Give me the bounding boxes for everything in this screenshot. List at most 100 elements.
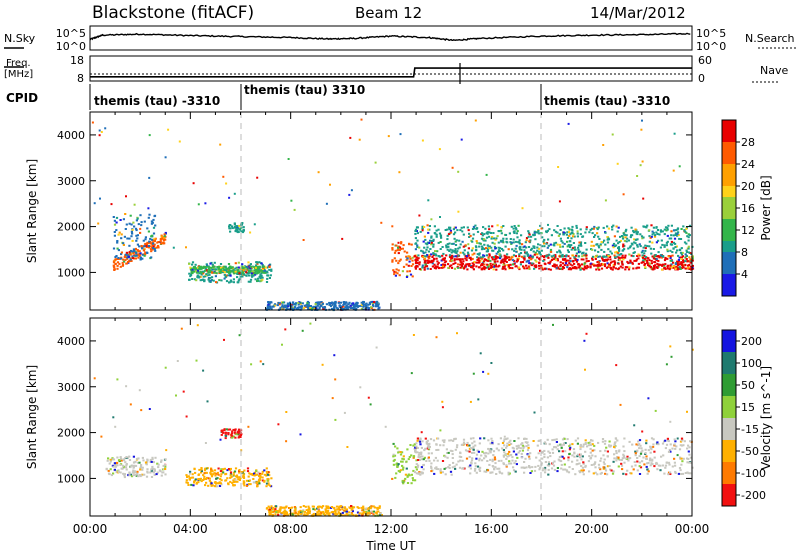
scatter-cell xyxy=(135,252,138,255)
scatter-cell xyxy=(401,247,404,250)
scatter-cell xyxy=(486,266,489,269)
scatter-cell xyxy=(116,264,119,267)
scatter-cell xyxy=(619,239,622,242)
scatter-cell xyxy=(463,467,466,470)
scatter-cell xyxy=(583,263,586,266)
scatter-cell xyxy=(306,512,309,515)
scatter-cell xyxy=(629,261,632,264)
scatter-cell xyxy=(251,275,254,278)
scatter-cell xyxy=(592,227,595,230)
scatter-cell xyxy=(441,266,444,269)
scatter-cell xyxy=(493,456,496,459)
scatter-cell xyxy=(250,272,253,275)
scatter-cell xyxy=(444,260,448,263)
scatter-cell xyxy=(393,270,396,273)
scatter-cell xyxy=(328,303,331,306)
noise-cell xyxy=(259,360,262,363)
scatter-cell xyxy=(156,244,160,247)
scatter-cell xyxy=(237,266,240,269)
scatter-cell xyxy=(541,255,544,258)
noise-cell xyxy=(148,134,151,137)
scatter-cell xyxy=(258,275,261,278)
noise-cell xyxy=(334,418,337,421)
scatter-cell xyxy=(617,262,620,265)
scatter-cell xyxy=(319,505,322,508)
scatter-cell xyxy=(239,273,242,276)
scatter-cell xyxy=(620,260,624,263)
scatter-cell xyxy=(490,265,493,267)
scatter-cell xyxy=(163,464,167,466)
scatter-cell xyxy=(215,272,218,275)
scatter-cell xyxy=(291,513,294,516)
noise-cell xyxy=(412,334,415,336)
scatter-cell xyxy=(511,456,514,459)
scatter-cell xyxy=(342,305,345,308)
scatter-cell xyxy=(652,248,655,250)
noise-cell xyxy=(576,230,579,233)
scatter-cell xyxy=(425,255,428,258)
scatter-cell xyxy=(238,224,241,227)
scatter-cell xyxy=(536,444,539,447)
scatter-cell xyxy=(663,259,667,262)
scatter-cell xyxy=(449,449,452,452)
scatter-cell xyxy=(205,467,208,470)
scatter-cell xyxy=(688,453,691,456)
scatter-cell xyxy=(199,266,202,269)
scatter-cell xyxy=(571,247,575,250)
scatter-cell xyxy=(528,233,531,236)
noise-cell xyxy=(343,411,346,414)
scatter-cell xyxy=(685,227,688,230)
scatter-cell xyxy=(365,510,368,513)
scatter-cell xyxy=(293,308,296,311)
scatter-cell xyxy=(409,273,413,276)
scatter-cell xyxy=(648,459,651,462)
scatter-cell xyxy=(598,246,601,249)
scatter-cell xyxy=(566,231,569,234)
scatter-cell xyxy=(547,464,550,467)
scatter-cell xyxy=(356,305,359,308)
scatter-cell xyxy=(129,214,132,217)
scatter-cell xyxy=(142,249,145,252)
scatter-cell xyxy=(688,256,691,259)
scatter-cell xyxy=(500,459,503,462)
scatter-cell xyxy=(269,513,272,516)
scatter-cell xyxy=(577,255,580,258)
scatter-cell xyxy=(618,267,621,270)
scatter-cell xyxy=(515,453,518,456)
scatter-cell xyxy=(454,255,457,258)
scatter-cell xyxy=(432,439,436,442)
scatter-cell xyxy=(350,513,353,516)
scatter-cell xyxy=(539,257,542,260)
scatter-cell xyxy=(112,247,116,250)
scatter-cell xyxy=(423,456,426,459)
scatter-cell xyxy=(114,465,117,468)
scatter-cell xyxy=(263,269,266,272)
power-colorbar-cell xyxy=(722,186,736,197)
scatter-cell xyxy=(634,450,637,453)
scatter-cell xyxy=(393,454,397,457)
scatter-cell xyxy=(360,506,363,509)
power-colorbar-cell xyxy=(722,285,736,296)
scatter-cell xyxy=(482,254,485,257)
scatter-cell xyxy=(490,246,493,249)
scatter-cell xyxy=(571,254,574,257)
scatter-cell xyxy=(239,430,242,433)
scatter-cell xyxy=(474,224,477,227)
scatter-cell xyxy=(116,261,120,264)
scatter-cell xyxy=(480,245,483,248)
scatter-cell xyxy=(190,272,193,274)
scatter-cell xyxy=(510,242,513,245)
scatter-cell xyxy=(466,450,469,453)
scatter-cell xyxy=(343,514,347,517)
scatter-cell xyxy=(452,228,455,231)
scatter-cell xyxy=(220,279,223,282)
scatter-cell xyxy=(657,264,660,267)
scatter-cell xyxy=(516,259,519,262)
scatter-cell xyxy=(672,261,675,264)
scatter-cell xyxy=(135,239,138,242)
scatter-cell xyxy=(687,472,690,475)
scatter-cell xyxy=(567,456,570,459)
scatter-cell xyxy=(111,457,114,460)
scatter-cell xyxy=(515,445,518,448)
scatter-cell xyxy=(437,448,440,451)
